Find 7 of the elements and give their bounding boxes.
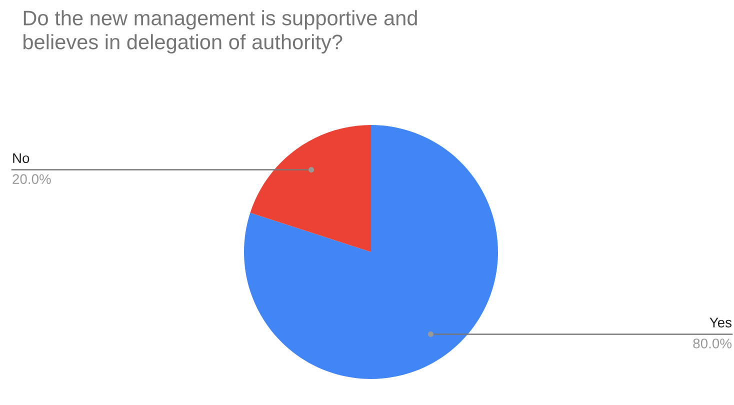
slice-label: Yes [710, 318, 732, 328]
slice-label: No [13, 153, 30, 164]
data-label: 80.0% [693, 338, 732, 348]
data-label: 20.0% [12, 174, 51, 184]
pie-slice [244, 125, 498, 379]
pie-slice [250, 125, 371, 252]
chart-title: Do the new management is supportive and believes in delegation of authority? [24, 10, 417, 54]
